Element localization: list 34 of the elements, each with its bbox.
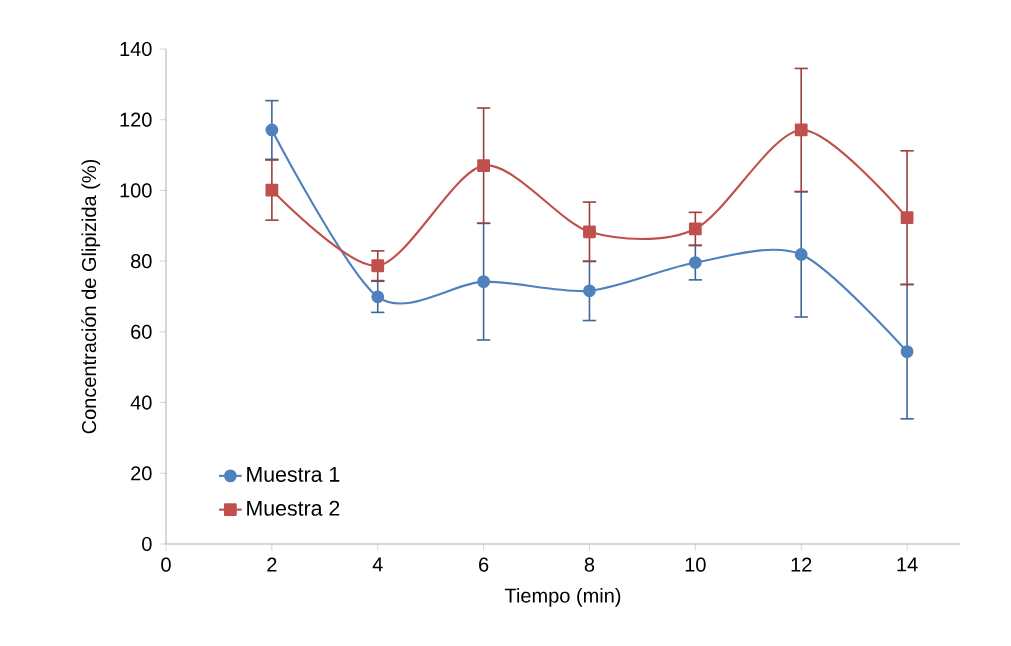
- x-tick-label: 10: [685, 557, 706, 572]
- y-tick-label: 0: [142, 536, 152, 552]
- x-tick-label: 2: [267, 557, 277, 572]
- x-axis-title: Tiempo (min): [504, 588, 621, 607]
- x-tick-label: 14: [897, 557, 918, 572]
- x-tick-label: 6: [479, 557, 489, 572]
- point: [583, 284, 596, 298]
- y-tick-label: 40: [130, 395, 152, 410]
- point: [688, 222, 702, 236]
- y-tick-label: 60: [131, 324, 152, 339]
- y-tick-label: 80: [131, 254, 152, 269]
- point: [265, 123, 279, 137]
- point: [900, 345, 914, 359]
- legend-label: Muestra 2: [247, 500, 340, 516]
- y-tick-label: 140: [120, 41, 152, 57]
- point: [794, 248, 808, 261]
- y-axis-title: Concentración de Glipizida (%): [81, 159, 101, 434]
- y-tick-label: 20: [131, 466, 152, 481]
- point: [265, 183, 279, 197]
- y-tick-label: 120: [120, 112, 152, 127]
- point: [477, 275, 490, 289]
- point: [794, 123, 808, 137]
- point: [900, 211, 914, 225]
- x-tick-label: 12: [791, 557, 812, 572]
- point: [477, 159, 490, 173]
- y-tick-label: 100: [120, 183, 152, 198]
- x-tick-label: 4: [372, 557, 383, 572]
- point: [583, 225, 596, 239]
- point: [371, 290, 385, 304]
- x-tick-label: 0: [161, 557, 171, 572]
- point: [371, 259, 385, 273]
- x-tick-label: 8: [584, 557, 595, 572]
- legend-label: Muestra 1: [247, 467, 340, 482]
- point: [688, 256, 702, 269]
